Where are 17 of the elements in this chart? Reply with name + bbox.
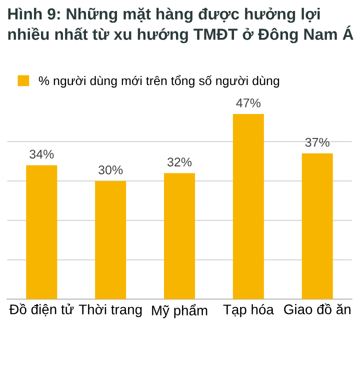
bar <box>232 114 264 300</box>
x-tick-label: Mỹ phẩm <box>152 304 208 318</box>
bar <box>95 180 126 300</box>
x-tick-label: Thời trang <box>78 304 142 318</box>
chart-title: Hình 9: Những mặt hàng được hưởng lợi nhiều nhất từ xu hướng TMĐT ở Đông Nam Á <box>8 7 354 44</box>
bar <box>302 153 333 300</box>
data-label: 34% <box>30 150 54 159</box>
x-tick-label: Giao đồ ăn <box>284 303 350 314</box>
data-label: 47% <box>236 98 260 108</box>
data-label: 32% <box>167 158 192 166</box>
x-tick-label: Đồ điện tử <box>9 303 74 316</box>
data-label: 30% <box>98 165 123 174</box>
x-tick-label: Tạp hóa <box>223 304 274 318</box>
bar <box>26 165 58 300</box>
legend-label: % người dùng mới trên tổng số người dùng <box>38 74 280 88</box>
data-label: 37% <box>305 138 330 147</box>
bar <box>164 173 196 300</box>
